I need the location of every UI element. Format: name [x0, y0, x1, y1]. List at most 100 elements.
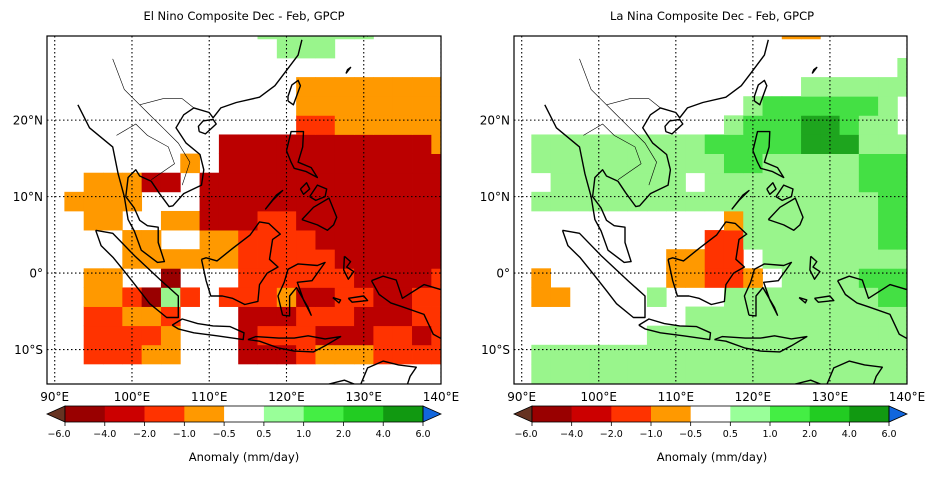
- la-nina-map-frame: [513, 35, 908, 385]
- la-nina-anomaly-cell: [858, 210, 879, 231]
- la-nina-lon-tick-label: 110°E: [658, 390, 695, 404]
- la-nina-anomaly-cell: [723, 153, 744, 174]
- la-nina-anomaly-cell: [762, 230, 783, 250]
- la-nina-anomaly-cell: [878, 287, 898, 307]
- la-nina-anomaly-cell: [839, 115, 860, 135]
- la-nina-anomaly-cell: [858, 77, 879, 97]
- la-nina-anomaly-cell: [704, 172, 725, 193]
- el-nino-anomaly-cell: [83, 306, 104, 327]
- la-nina-colorbar-swatch: [770, 406, 810, 422]
- la-nina-anomaly-cell: [801, 115, 821, 135]
- el-nino-anomaly-cell: [373, 191, 394, 212]
- la-nina-anomaly-cell: [820, 96, 840, 116]
- la-nina-anomaly-cell: [897, 344, 907, 365]
- el-nino-anomaly-cell: [373, 77, 394, 97]
- la-nina-anomaly-cell: [723, 134, 744, 154]
- el-nino-coastline: [332, 296, 342, 304]
- la-nina-anomaly-cell: [608, 191, 629, 212]
- el-nino-anomaly-cell: [83, 344, 104, 365]
- la-nina-anomaly-cell: [723, 268, 744, 288]
- la-nina-anomaly-cell: [801, 230, 821, 250]
- el-nino-anomaly-cell: [431, 230, 441, 250]
- la-nina-map-title: La Nina Composite Dec - Feb, GPCP: [610, 9, 814, 23]
- el-nino-anomaly-cell: [373, 325, 394, 346]
- el-nino-anomaly-cell: [103, 287, 123, 307]
- el-nino-anomaly-cell: [334, 36, 355, 40]
- el-nino-anomaly-cell: [160, 325, 181, 346]
- la-nina-anomaly-cell: [723, 344, 744, 365]
- la-nina-colorbar-tick-label: 2.0: [802, 429, 817, 440]
- el-nino-anomaly-cell: [238, 153, 258, 174]
- la-nina-anomaly-cell: [743, 363, 763, 384]
- la-nina-anomaly-cell: [858, 306, 879, 327]
- el-nino-anomaly-cell: [412, 344, 432, 365]
- la-nina-anomaly-cell: [646, 344, 667, 365]
- la-nina-anomaly-cell: [858, 96, 879, 116]
- la-nina-anomaly-cell: [627, 172, 648, 193]
- la-nina-colorbar-tick-label: 0.5: [723, 429, 738, 440]
- el-nino-anomaly-cell: [276, 230, 297, 250]
- el-nino-anomaly-cell: [238, 268, 258, 288]
- la-nina-colorbar-swatch: [690, 406, 731, 422]
- la-nina-anomaly-cell: [550, 172, 571, 193]
- el-nino-colorbar-tick-label: −4.0: [93, 429, 116, 440]
- la-nina-anomaly-cell: [839, 306, 860, 327]
- la-nina-anomaly-cell: [897, 230, 907, 250]
- la-nina-lat-tick-label: 10°S: [481, 343, 510, 357]
- la-nina-coastline: [832, 36, 836, 37]
- el-nino-anomaly-cell: [296, 306, 316, 327]
- la-nina-colorbar-swatch: [532, 406, 572, 422]
- la-nina-colorbar: −6.0 −4.0 −2.0 −1.0 −0.5 0.5 1.0 2.0 4.0 6.0: [513, 405, 908, 440]
- la-nina-anomaly-cell: [762, 134, 783, 154]
- el-nino-coastline: [287, 79, 302, 106]
- la-nina-coastline: [638, 318, 712, 341]
- el-nino-lon-tick-label: 140°E: [423, 390, 460, 404]
- el-nino-anomaly-cell: [392, 153, 413, 174]
- la-nina-anomaly-cell: [531, 134, 552, 154]
- la-nina-anomaly-cell: [685, 306, 706, 327]
- el-nino-anomaly-cell: [373, 230, 394, 250]
- la-nina-anomaly-cell: [917, 154, 931, 174]
- la-nina-colorbar-over-arrow: [888, 405, 908, 423]
- la-nina-anomaly-cell: [550, 134, 571, 154]
- el-nino-anomaly-cell: [412, 134, 432, 154]
- el-nino-anomaly-cell: [354, 230, 374, 250]
- el-nino-anomaly-cell: [83, 325, 104, 346]
- la-nina-coastline: [794, 360, 883, 384]
- la-nina-anomaly-cell: [531, 191, 552, 212]
- el-nino-country-border: [116, 123, 175, 181]
- la-nina-anomaly-cell: [666, 363, 686, 384]
- la-nina-anomaly-cell: [820, 363, 840, 384]
- la-nina-coastline: [714, 335, 808, 353]
- la-nina-anomaly-cell: [839, 210, 860, 231]
- el-nino-anomaly-cell: [412, 230, 432, 250]
- el-nino-anomaly-cell: [276, 153, 297, 174]
- el-nino-anomaly-cell: [451, 326, 471, 346]
- el-nino-anomaly-cell: [392, 306, 413, 327]
- la-nina-anomaly-cell: [878, 268, 898, 288]
- el-nino-colorbar-tick-label: −0.5: [213, 429, 236, 440]
- el-nino-anomaly-cell: [392, 115, 413, 135]
- el-nino-anomaly-cell: [412, 115, 432, 135]
- la-nina-anomaly-cell: [858, 153, 879, 174]
- la-nina-anomaly-cell: [878, 172, 898, 193]
- el-nino-anomaly-cell: [334, 96, 355, 116]
- el-nino-anomaly-cell: [334, 344, 355, 365]
- el-nino-colorbar-tick-label: 2.0: [336, 429, 351, 440]
- el-nino-anomaly-cell: [141, 325, 162, 346]
- el-nino-anomaly-cell: [354, 36, 374, 40]
- el-nino-anomaly-cell: [64, 191, 85, 212]
- la-nina-anomaly-cell: [897, 191, 907, 212]
- el-nino-anomaly-cell: [431, 115, 441, 135]
- la-nina-colorbar-swatch: [571, 406, 612, 422]
- el-nino-anomaly-cell: [160, 210, 181, 231]
- el-nino-colorbar-swatch: [104, 406, 145, 422]
- el-nino-anomaly-cell: [218, 230, 239, 250]
- el-nino-anomaly-cell: [296, 96, 316, 116]
- la-nina-coastline: [544, 39, 769, 264]
- el-nino-colorbar-label: Anomaly (mm/day): [189, 450, 300, 464]
- el-nino-colorbar-swatch: [144, 406, 185, 422]
- la-nina-anomaly-cell: [878, 249, 898, 269]
- la-nina-anomaly-cell: [878, 115, 898, 135]
- la-nina-anomaly-cell: [781, 344, 802, 365]
